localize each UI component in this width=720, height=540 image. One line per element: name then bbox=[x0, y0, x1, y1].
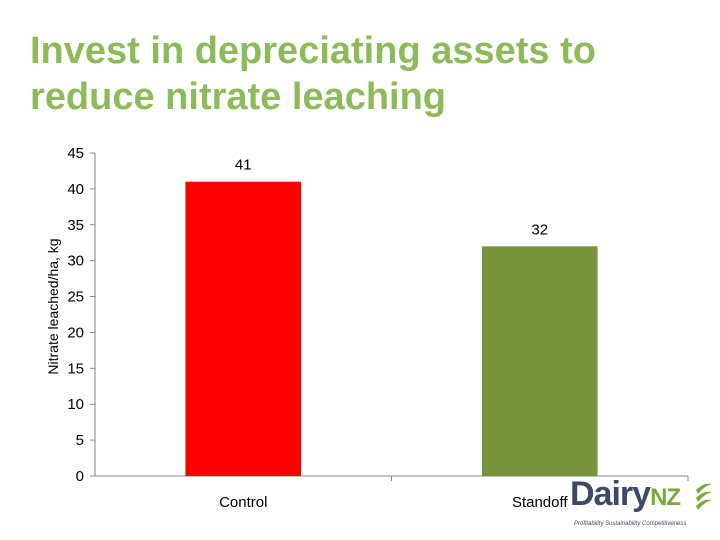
logo-tagline: Profitability Sustainability Competitive… bbox=[574, 521, 687, 527]
x-category-label: Standoff bbox=[512, 494, 568, 511]
y-tick-label: 20 bbox=[67, 324, 84, 341]
y-tick-label: 40 bbox=[67, 181, 84, 198]
logo-nz: NZ bbox=[650, 484, 681, 511]
x-category-label: Control bbox=[219, 494, 267, 511]
y-tick-label: 35 bbox=[67, 217, 84, 234]
logo-swoosh-icon bbox=[696, 483, 712, 510]
y-tick-label: 0 bbox=[76, 468, 84, 485]
y-axis-title: Nitrate leached/ha, kg bbox=[45, 238, 61, 374]
y-tick-label: 25 bbox=[67, 289, 84, 306]
data-label: 32 bbox=[531, 221, 548, 238]
y-tick-label: 10 bbox=[67, 396, 84, 413]
y-tick-label: 30 bbox=[67, 253, 84, 270]
bar-control bbox=[185, 181, 302, 476]
dairynz-logo: DairyNZ Profitability Sustainability Com… bbox=[570, 474, 718, 534]
bar-standoff bbox=[481, 246, 598, 476]
logo-word: Dairy bbox=[570, 475, 651, 513]
data-label: 41 bbox=[235, 157, 252, 174]
y-tick-label: 15 bbox=[67, 360, 84, 377]
title-line-2: reduce nitrate leaching bbox=[30, 76, 447, 118]
y-tick-label: 5 bbox=[76, 432, 84, 449]
title-line-1: Invest in depreciating assets to bbox=[30, 30, 596, 72]
y-tick-label: 45 bbox=[67, 145, 84, 162]
slide-title: Invest in depreciating assets to reduce … bbox=[30, 28, 690, 120]
